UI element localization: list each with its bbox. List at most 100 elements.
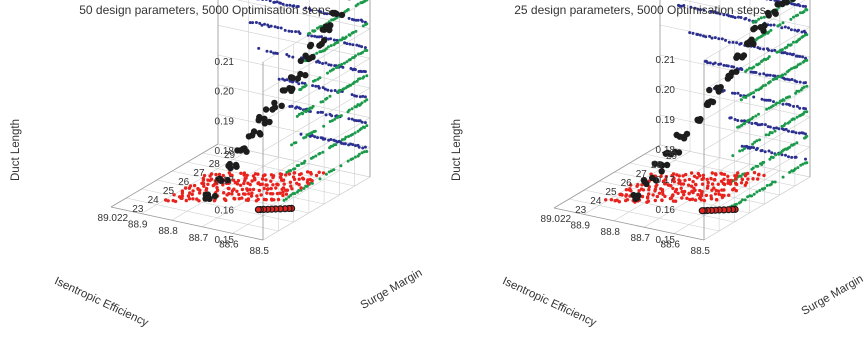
efficiency-margin-point — [700, 178, 703, 181]
margin-length-point — [781, 125, 784, 128]
margin-length-point — [310, 157, 313, 160]
margin-length-point — [778, 101, 781, 104]
margin-length-point — [803, 137, 806, 140]
y-tick-label: 28 — [209, 159, 221, 170]
x-tick-label: 88.8 — [601, 227, 621, 238]
efficiency-length-point — [327, 63, 330, 66]
efficiency-length-point — [266, 50, 269, 53]
efficiency-margin-point — [671, 187, 674, 190]
efficiency-length-point — [320, 136, 323, 139]
margin-length-point — [750, 168, 753, 171]
margin-length-point — [754, 115, 757, 118]
efficiency-length-point — [750, 71, 753, 74]
y-tick-label: 29 — [666, 151, 678, 162]
efficiency-length-point — [765, 74, 768, 77]
efficiency-length-point — [730, 65, 733, 68]
efficiency-margin-point — [241, 188, 244, 191]
margin-length-point — [330, 18, 333, 21]
margin-length-point — [326, 72, 329, 75]
efficiency-margin-point — [688, 192, 691, 195]
efficiency-margin-point — [279, 176, 282, 179]
pareto-point — [632, 196, 638, 202]
efficiency-margin-point — [248, 188, 251, 191]
efficiency-length-point — [784, 26, 787, 29]
margin-length-point — [744, 198, 747, 201]
efficiency-length-point — [351, 43, 354, 46]
efficiency-length-point — [775, 126, 778, 129]
z-axis-label: Duct Length — [10, 119, 22, 181]
pareto-point — [202, 195, 208, 201]
margin-length-point — [757, 18, 760, 21]
margin-length-point — [795, 41, 798, 44]
efficiency-margin-point — [736, 171, 739, 174]
margin-length-point — [765, 108, 768, 111]
margin-length-point — [336, 116, 339, 119]
margin-length-point — [755, 191, 758, 194]
efficiency-margin-point — [712, 186, 715, 189]
efficiency-margin-point — [255, 194, 258, 197]
efficiency-length-point — [364, 46, 367, 49]
efficiency-margin-point — [250, 191, 253, 194]
y-tick-label: 27 — [193, 168, 205, 179]
efficiency-length-point — [728, 41, 731, 44]
efficiency-margin-point — [711, 182, 714, 185]
efficiency-length-point — [702, 35, 705, 38]
margin-length-point — [364, 49, 367, 52]
margin-length-point — [338, 39, 341, 42]
pareto-point — [697, 116, 703, 122]
efficiency-margin-point — [706, 184, 709, 187]
efficiency-margin-point — [709, 177, 712, 180]
efficiency-length-point — [795, 55, 798, 58]
efficiency-margin-point — [615, 199, 618, 202]
y-tick-label: 22 — [560, 214, 572, 225]
margin-length-point — [747, 94, 750, 97]
efficiency-length-point — [343, 41, 346, 44]
efficiency-margin-point — [269, 192, 272, 195]
efficiency-margin-point — [727, 179, 730, 182]
margin-length-point — [347, 135, 350, 138]
efficiency-length-point — [780, 26, 783, 29]
efficiency-length-point — [708, 35, 711, 38]
margin-length-point — [341, 138, 344, 141]
efficiency-length-point — [332, 139, 335, 142]
margin-length-point — [765, 133, 768, 136]
margin-length-point — [355, 4, 358, 7]
efficiency-length-point — [316, 136, 319, 139]
efficiency-margin-point — [727, 194, 730, 197]
efficiency-margin-point — [222, 191, 225, 194]
efficiency-length-point — [760, 149, 763, 152]
efficiency-length-point — [736, 119, 739, 122]
z-tick-label: 0.17 — [215, 176, 235, 187]
efficiency-margin-point — [275, 183, 278, 186]
y-axis-label: Surge Margin — [800, 273, 866, 318]
z-tick-label: 0.21 — [656, 55, 676, 66]
efficiency-length-point — [274, 25, 277, 28]
efficiency-margin-point — [691, 180, 694, 183]
efficiency-length-point — [748, 19, 751, 22]
efficiency-margin-point — [690, 190, 693, 193]
efficiency-margin-point — [647, 192, 650, 195]
efficiency-length-point — [801, 31, 804, 34]
efficiency-margin-point — [232, 197, 235, 200]
efficiency-margin-point — [259, 193, 262, 196]
margin-length-point — [766, 184, 769, 187]
margin-length-point — [736, 126, 739, 129]
efficiency-length-point — [351, 18, 354, 21]
margin-length-point — [324, 98, 327, 101]
x-axis-label: Isentropic Efficiency — [500, 275, 598, 329]
efficiency-length-point — [769, 24, 772, 27]
margin-length-point — [802, 61, 805, 64]
efficiency-margin-point — [281, 194, 284, 197]
efficiency-length-point — [801, 55, 804, 58]
pareto-point — [750, 26, 756, 32]
efficiency-length-point — [315, 61, 318, 64]
pareto-point — [240, 146, 246, 152]
efficiency-margin-point — [746, 177, 749, 180]
efficiency-length-point — [276, 26, 279, 29]
efficiency-length-point — [364, 95, 367, 98]
pareto-point — [212, 193, 218, 199]
margin-length-point — [363, 100, 366, 103]
efficiency-margin-point — [279, 172, 282, 175]
efficiency-margin-point — [250, 179, 253, 182]
margin-length-point — [740, 98, 743, 101]
